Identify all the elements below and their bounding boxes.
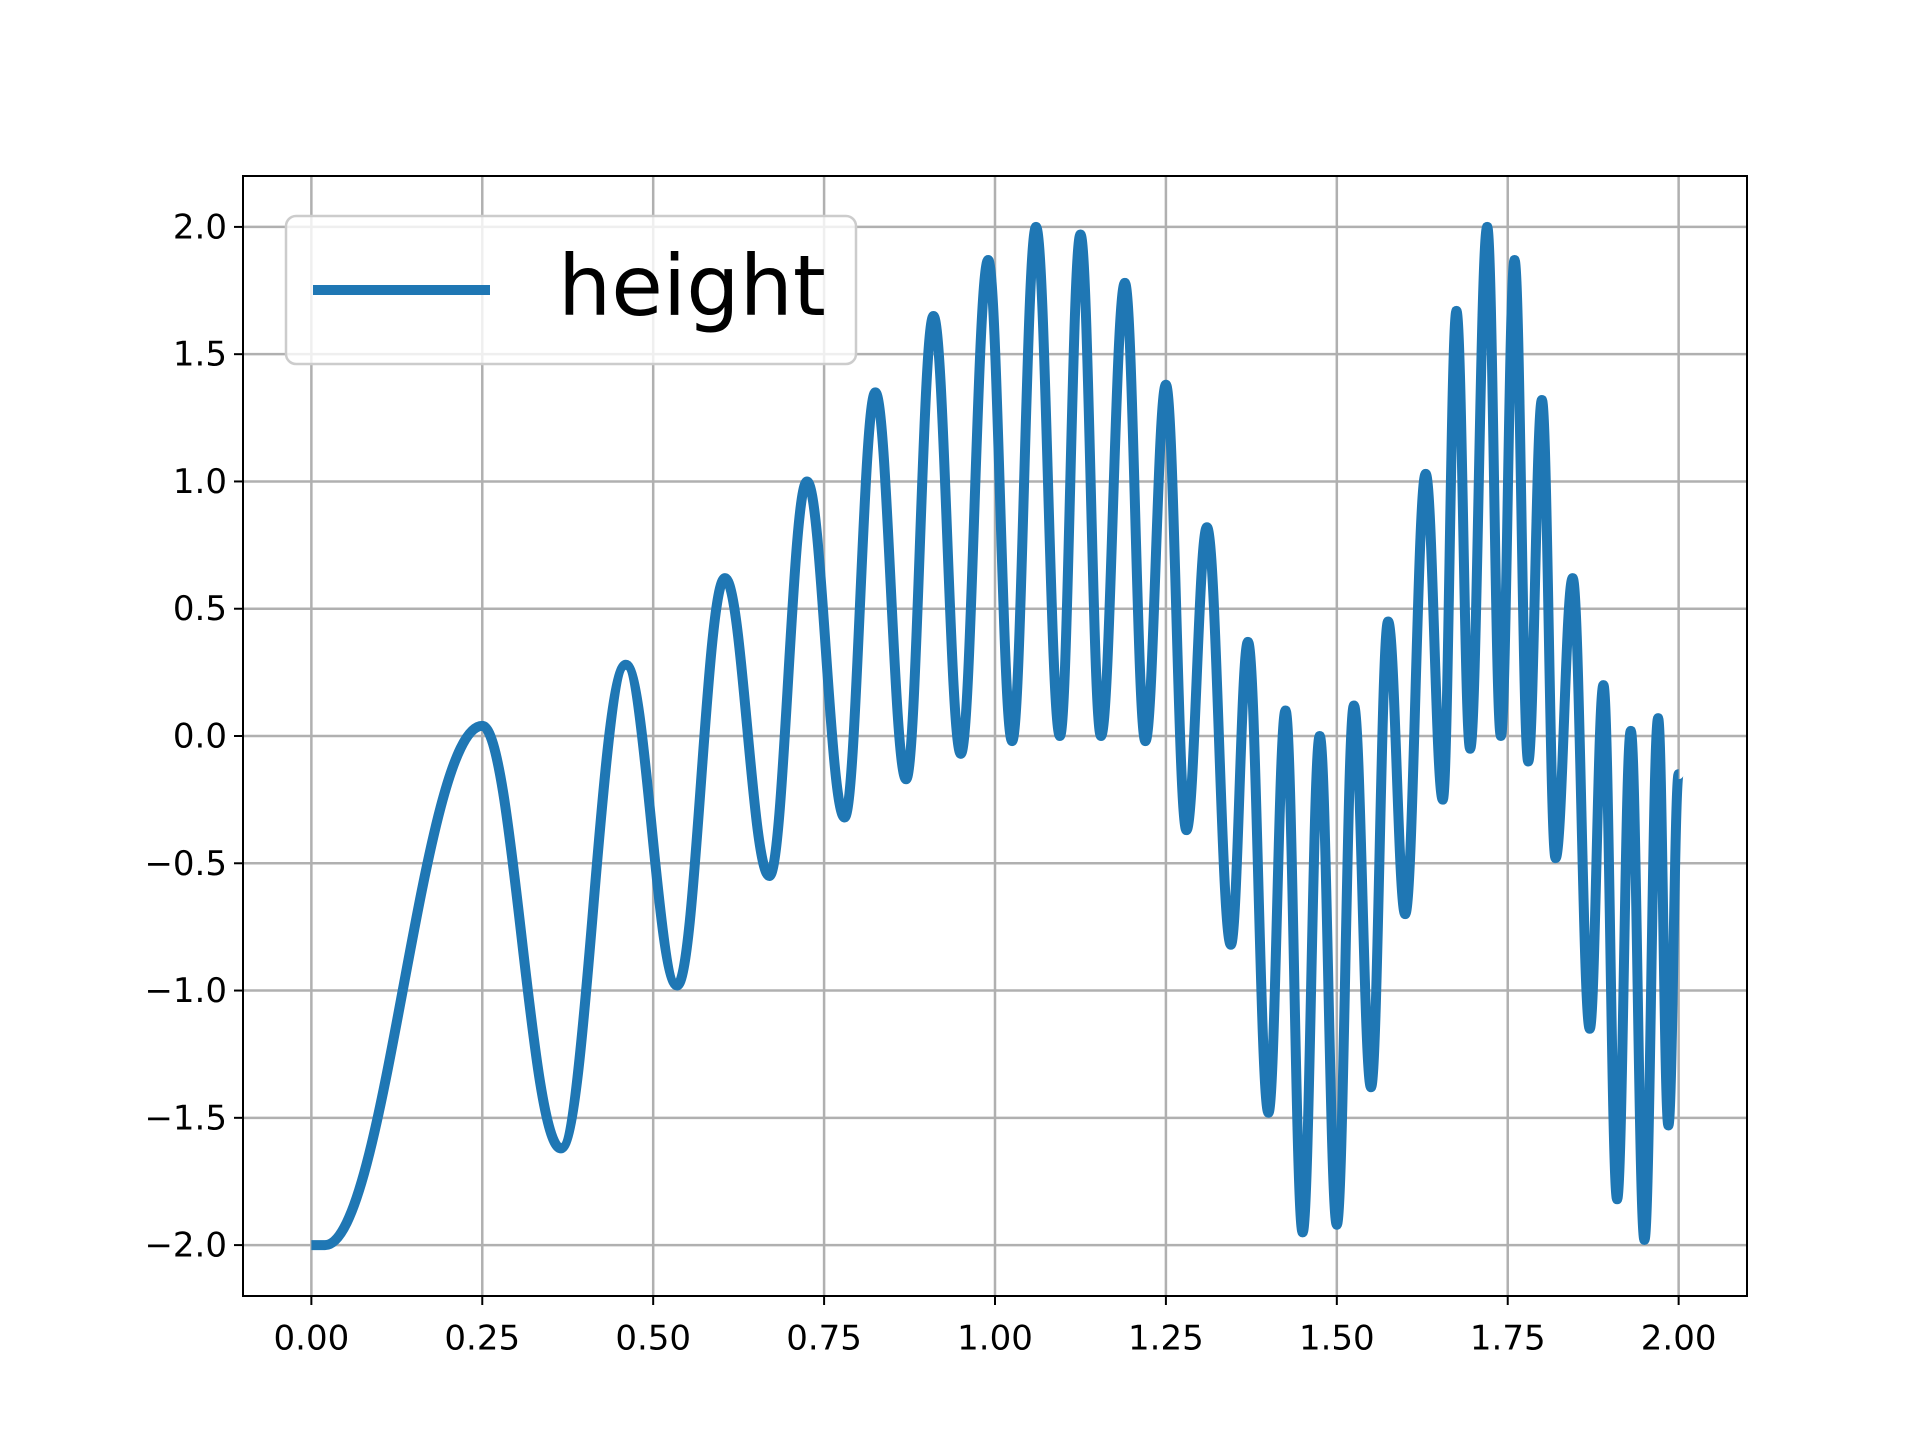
legend-label: height bbox=[558, 237, 826, 335]
legend-frame bbox=[284, 214, 858, 366]
y-tick-label: −1.0 bbox=[144, 971, 227, 1011]
x-tick-label: 0.25 bbox=[444, 1319, 520, 1359]
x-tick-label: 1.50 bbox=[1299, 1319, 1375, 1359]
x-tick-label: 0.50 bbox=[615, 1319, 691, 1359]
y-tick-label: 1.0 bbox=[173, 462, 227, 502]
y-tick-label: −2.0 bbox=[144, 1226, 227, 1266]
axes-frame bbox=[242, 175, 1748, 1297]
legend: height bbox=[284, 214, 858, 366]
y-tick-label: 2.0 bbox=[173, 207, 227, 247]
x-tick-label: 1.00 bbox=[957, 1319, 1033, 1359]
y-tick-label: −0.5 bbox=[144, 844, 227, 884]
x-tick-label: 1.75 bbox=[1470, 1319, 1546, 1359]
y-tick-label: 0.0 bbox=[173, 717, 227, 757]
data-line bbox=[311, 221, 1684, 1251]
y-tick-label: 0.5 bbox=[173, 589, 227, 629]
x-tick-label: 0.00 bbox=[274, 1319, 350, 1359]
y-tick-label: 1.5 bbox=[173, 335, 227, 375]
y-tick-label: −1.5 bbox=[144, 1098, 227, 1138]
x-tick-label: 2.00 bbox=[1641, 1319, 1717, 1359]
x-tick-label: 0.75 bbox=[786, 1319, 862, 1359]
x-tick-label: 1.25 bbox=[1128, 1319, 1204, 1359]
